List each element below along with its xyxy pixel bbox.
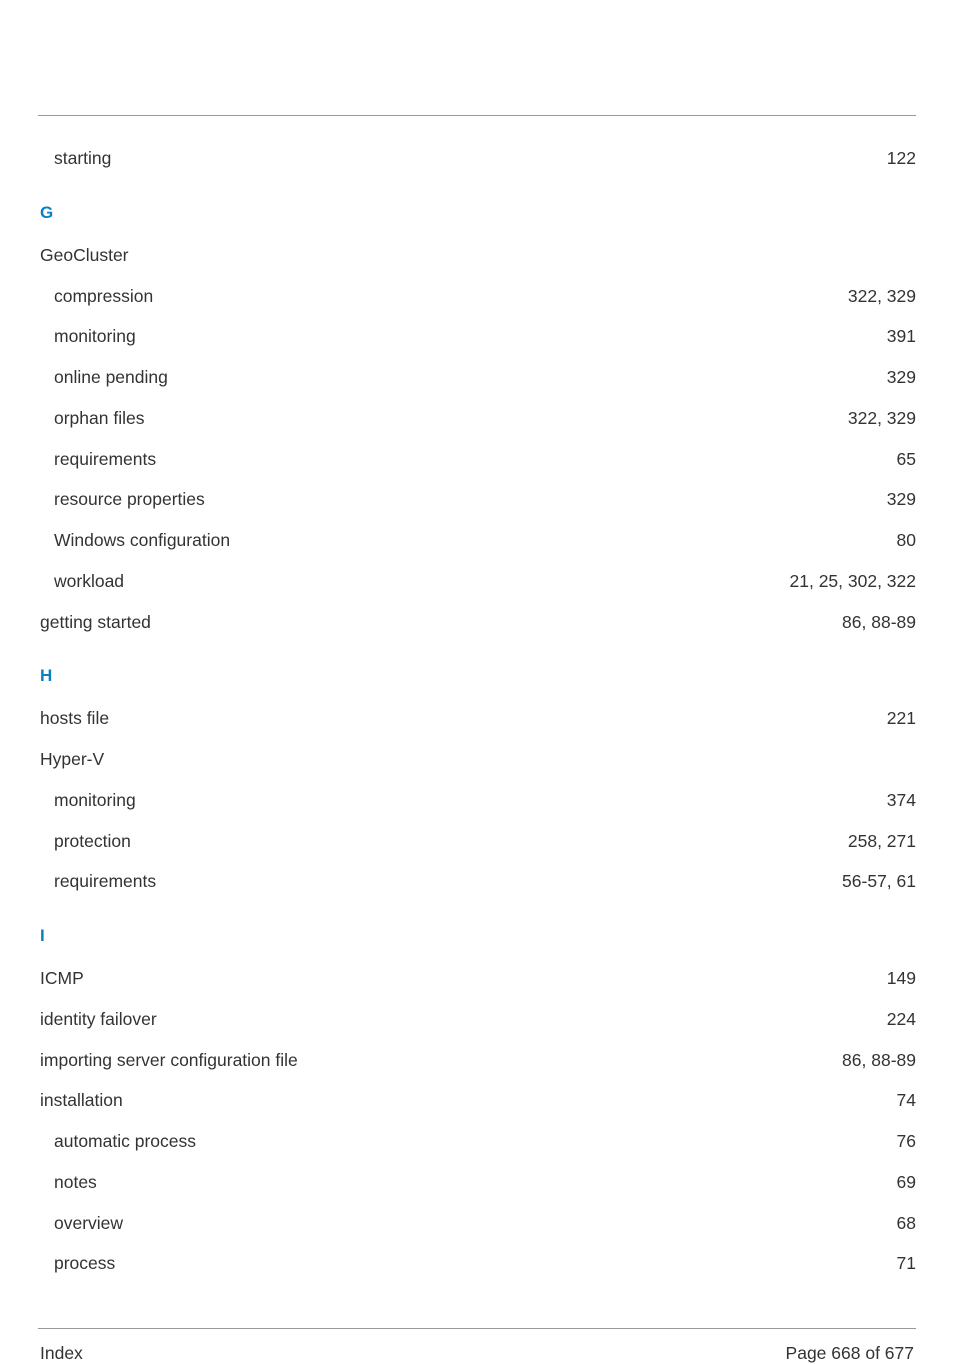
index-term: orphan files [54,407,832,430]
index-term: protection [54,830,832,853]
index-entry: hosts file 221 [38,698,916,739]
index-section-letter: H [38,642,916,698]
index-term: requirements [54,448,881,471]
index-subentry: process 71 [38,1243,916,1284]
index-pages: 74 [881,1089,916,1112]
index-entry: GeoCluster [38,235,916,276]
index-term: automatic process [54,1130,881,1153]
index-subentry: workload 21, 25, 302, 322 [38,561,916,602]
index-term: workload [54,570,774,593]
index-subentry: orphan files 322, 329 [38,398,916,439]
index-subentry: automatic process 76 [38,1121,916,1162]
index-pages: 71 [881,1252,916,1275]
index-subentry: monitoring 374 [38,780,916,821]
index-pages: 322, 329 [832,407,916,430]
index-pages: 258, 271 [832,830,916,853]
index-entry: importing server configuration file 86, … [38,1040,916,1081]
index-pages: 329 [871,366,916,389]
index-entry: getting started 86, 88-89 [38,602,916,643]
index-subentry: compression 322, 329 [38,276,916,317]
index-entry: installation 74 [38,1080,916,1121]
index-entry: ICMP 149 [38,958,916,999]
index-subentry: notes 69 [38,1162,916,1203]
index-pages: 224 [871,1008,916,1031]
index-pages: 76 [881,1130,916,1153]
index-pages: 149 [871,967,916,990]
footer-left: Index [40,1343,83,1364]
index-pages: 65 [881,448,916,471]
index-term: installation [40,1089,881,1112]
index-term: notes [54,1171,881,1194]
index-pages: 80 [881,529,916,552]
index-entry: starting 122 [38,138,916,179]
index-subentry: requirements 65 [38,439,916,480]
index-term: starting [54,147,871,170]
index-section-letter: G [38,179,916,235]
index-term: monitoring [54,789,871,812]
index-term: Windows configuration [54,529,881,552]
index-subentry: protection 258, 271 [38,821,916,862]
index-subentry: requirements 56-57, 61 [38,861,916,902]
index-term: overview [54,1212,881,1235]
index-pages: 86, 88-89 [826,611,916,634]
index-pages: 391 [871,325,916,348]
index-pages: 56-57, 61 [826,870,916,893]
page-footer: Index Page 668 of 677 [38,1329,916,1364]
index-term: getting started [40,611,826,634]
index-pages: 68 [881,1212,916,1235]
index-pages: 122 [871,147,916,170]
index-pages: 86, 88-89 [826,1049,916,1072]
footer-right: Page 668 of 677 [786,1343,914,1364]
index-term: importing server configuration file [40,1049,826,1072]
index-pages: 69 [881,1171,916,1194]
index-term: resource properties [54,488,871,511]
index-subentry: Windows configuration 80 [38,520,916,561]
index-pages: 374 [871,789,916,812]
index-term: hosts file [40,707,871,730]
index-term: online pending [54,366,871,389]
index-term: process [54,1252,881,1275]
index-term: identity failover [40,1008,871,1031]
index-subentry: overview 68 [38,1203,916,1244]
index-term: requirements [54,870,826,893]
index-pages: 221 [871,707,916,730]
index-term: Hyper-V [40,748,900,771]
index-subentry: resource properties 329 [38,479,916,520]
index-pages: 21, 25, 302, 322 [774,570,917,593]
index-entry: identity failover 224 [38,999,916,1040]
index-pages: 329 [871,488,916,511]
index-term: monitoring [54,325,871,348]
index-subentry: monitoring 391 [38,316,916,357]
index-entry: Hyper-V [38,739,916,780]
index-content: starting 122 G GeoCluster compression 32… [38,116,916,1284]
index-term: compression [54,285,832,308]
index-term: GeoCluster [40,244,900,267]
index-subentry: online pending 329 [38,357,916,398]
index-pages: 322, 329 [832,285,916,308]
index-term: ICMP [40,967,871,990]
index-section-letter: I [38,902,916,958]
